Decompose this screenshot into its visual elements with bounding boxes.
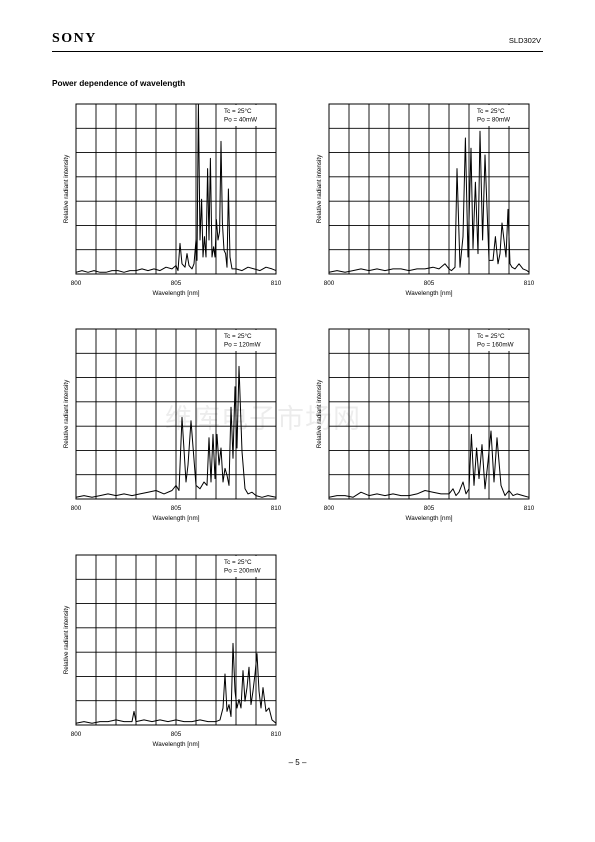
y-axis-label: Relative radiant intensity	[63, 154, 70, 223]
x-tick-label: 800	[71, 505, 82, 512]
spectrum-chart-120mw: Tc = 25°C Po = 120mW 800 805 810 Wavelength […	[63, 328, 282, 522]
x-tick-label: 800	[324, 280, 335, 287]
annotation-box	[221, 105, 275, 126]
annotation-text: Tc = 25°C	[477, 107, 505, 115]
annotation-text: Po = 40mW	[224, 117, 257, 124]
x-tick-label: 810	[271, 505, 282, 512]
x-tick-label: 810	[524, 505, 535, 512]
annotation-text: Po = 120mW	[224, 342, 261, 349]
spectrum-line	[75, 365, 277, 498]
annotation-text: Po = 160mW	[477, 342, 514, 349]
plot-frame	[75, 554, 277, 726]
part-number: SLD302V	[508, 36, 541, 45]
annotation-box	[221, 330, 275, 351]
brand-logo: SONY	[52, 31, 97, 46]
x-tick-label: 810	[524, 280, 535, 287]
spectrum-chart-160mw: Tc = 25°C Po = 160mW 800 805 810 Wavelength […	[316, 328, 535, 522]
x-tick-label: 805	[424, 280, 435, 287]
annotation-box	[221, 556, 275, 577]
annotation-text: Po = 200mW	[224, 568, 261, 575]
page-number: – 5 –	[288, 758, 307, 767]
x-axis-label: Wavelength [nm]	[152, 515, 199, 522]
plot-frame	[75, 328, 277, 500]
annotation-text: Tc = 25°C	[477, 332, 505, 340]
x-tick-label: 805	[424, 505, 435, 512]
x-axis-label: Wavelength [nm]	[152, 741, 199, 748]
y-axis-label: Relative radiant intensity	[316, 154, 323, 223]
x-axis-label: Wavelength [nm]	[405, 515, 452, 522]
section-title: Power dependence of wavelength	[52, 78, 186, 88]
spectrum-line	[328, 130, 530, 273]
spectrum-line	[328, 430, 530, 498]
x-tick-label: 810	[271, 731, 282, 738]
plot-frame	[75, 103, 277, 275]
y-axis-label: Relative radiant intensity	[63, 379, 70, 448]
spectrum-chart-40mw: Tc = 25°C Po = 40mW 800 805 810 Wavelength [n…	[63, 103, 282, 297]
x-tick-label: 810	[271, 280, 282, 287]
x-tick-label: 805	[171, 731, 182, 738]
header-rule	[52, 51, 543, 52]
spectrum-chart-80mw: Tc = 25°C Po = 80mW 800 805 810 Wavelength [n…	[316, 103, 535, 297]
plot-frame	[328, 328, 530, 500]
y-axis-label: Relative radiant intensity	[316, 379, 323, 448]
x-axis-label: Wavelength [nm]	[152, 290, 199, 297]
x-tick-label: 800	[71, 731, 82, 738]
annotation-text: Po = 80mW	[477, 117, 510, 124]
spectrum-chart-200mw: Tc = 25°C Po = 200mW 800 805 810 Wavelength […	[63, 554, 282, 748]
annotation-box	[474, 330, 528, 351]
x-tick-label: 805	[171, 280, 182, 287]
annotation-text: Tc = 25°C	[224, 107, 252, 115]
annotation-text: Tc = 25°C	[224, 332, 252, 340]
plot-frame	[328, 103, 530, 275]
spectrum-line	[75, 103, 277, 273]
annotation-text: Tc = 25°C	[224, 558, 252, 566]
y-axis-label: Relative radiant intensity	[63, 605, 70, 674]
x-tick-label: 800	[71, 280, 82, 287]
watermark: 维库电子市场网	[165, 404, 361, 435]
x-tick-label: 800	[324, 505, 335, 512]
spectrum-line	[75, 642, 277, 724]
x-tick-label: 805	[171, 505, 182, 512]
annotation-box	[474, 105, 528, 126]
x-axis-label: Wavelength [nm]	[405, 290, 452, 297]
